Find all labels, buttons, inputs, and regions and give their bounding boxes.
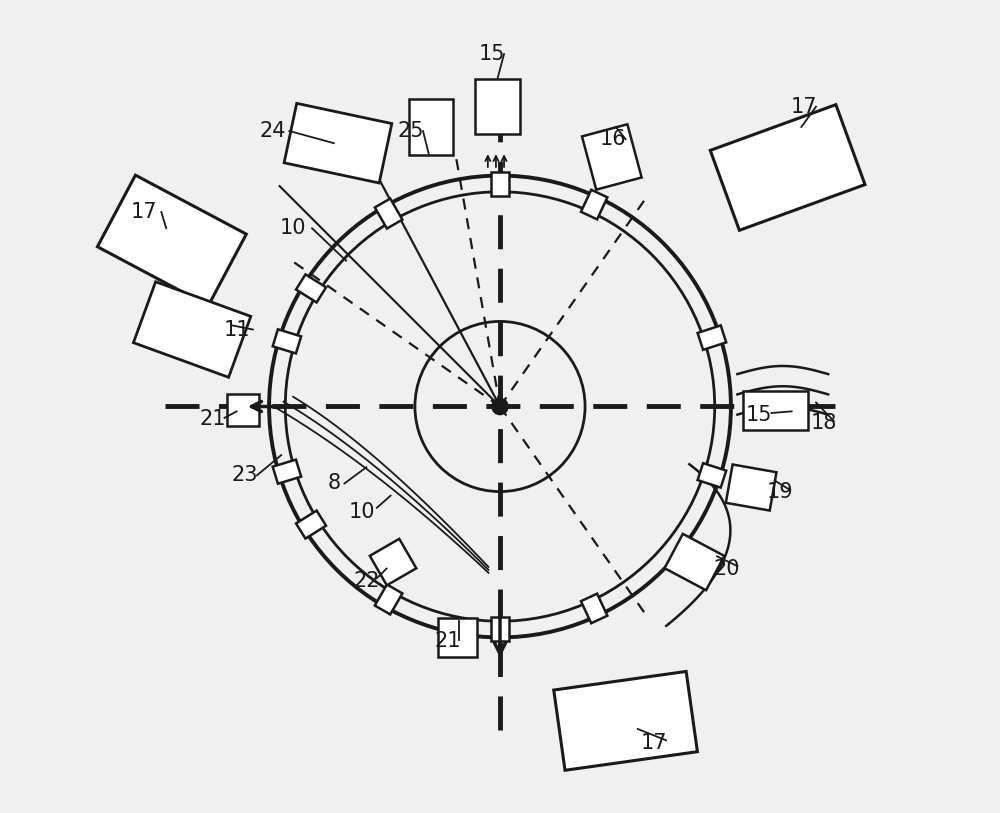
Text: 21: 21	[199, 409, 226, 428]
Bar	[665, 534, 724, 590]
Bar	[698, 463, 726, 488]
Bar	[296, 275, 326, 302]
Bar	[284, 103, 392, 183]
Bar	[133, 282, 251, 377]
Bar	[227, 393, 259, 426]
Bar	[491, 617, 509, 641]
Text: 23: 23	[232, 465, 258, 485]
Text: 15: 15	[746, 405, 773, 424]
Text: 16: 16	[600, 129, 627, 149]
Bar	[726, 464, 776, 511]
Bar	[97, 175, 246, 306]
Bar	[581, 189, 607, 220]
Text: 10: 10	[280, 218, 307, 238]
Bar	[710, 105, 865, 230]
Text: 17: 17	[641, 733, 667, 753]
Bar	[475, 79, 520, 134]
Text: 11: 11	[223, 320, 250, 340]
Text: 8: 8	[327, 473, 340, 493]
Bar	[370, 539, 416, 585]
Bar	[582, 124, 642, 189]
Text: 19: 19	[766, 481, 793, 502]
Text: 25: 25	[398, 121, 424, 141]
Text: 17: 17	[791, 97, 817, 117]
Bar	[438, 618, 477, 657]
Bar	[409, 99, 453, 154]
Text: 15: 15	[479, 44, 505, 64]
Bar	[554, 672, 697, 770]
Text: 10: 10	[349, 502, 376, 522]
Bar	[743, 391, 808, 430]
Text: 24: 24	[260, 121, 286, 141]
Text: 18: 18	[811, 413, 837, 433]
Bar	[581, 593, 607, 624]
Text: 21: 21	[434, 632, 461, 651]
Bar	[273, 329, 301, 354]
Bar	[296, 511, 326, 538]
Bar	[375, 585, 402, 615]
Bar	[375, 198, 402, 228]
Bar	[698, 325, 726, 350]
Text: 22: 22	[353, 571, 380, 591]
Text: 20: 20	[714, 559, 740, 579]
Circle shape	[492, 398, 508, 415]
Bar	[491, 172, 509, 196]
Text: 17: 17	[130, 202, 157, 222]
Bar	[273, 459, 301, 484]
